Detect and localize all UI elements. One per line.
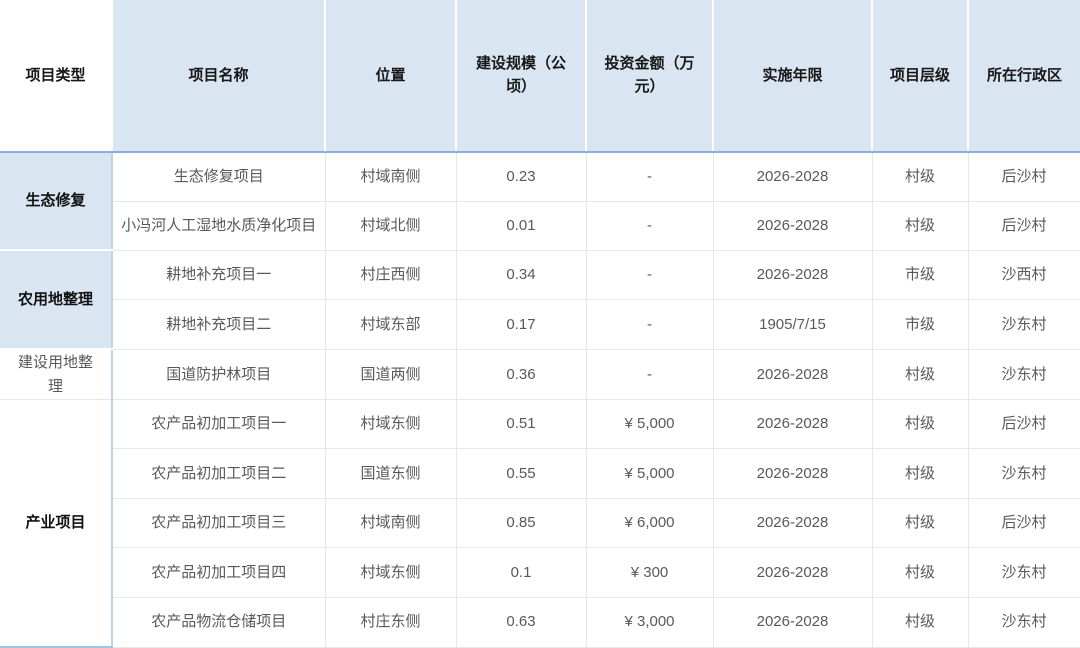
header-project-type: 项目类型 <box>0 0 113 153</box>
cell-project-name: 农产品初加工项目一 <box>111 398 326 450</box>
cell-years: 1905/7/15 <box>712 299 873 350</box>
cell-project-name: 生态修复项目 <box>111 151 326 202</box>
cell-level: 村级 <box>871 596 969 648</box>
cell-location: 国道东侧 <box>324 448 457 499</box>
cell-years: 2026-2028 <box>712 596 873 648</box>
cell-scale: 0.85 <box>455 497 587 549</box>
cell-years: 2026-2028 <box>712 398 873 450</box>
cell-level: 村级 <box>871 547 969 598</box>
row-group-label-farmland: 农用地整理 <box>0 250 113 351</box>
cell-location: 村域南侧 <box>324 151 457 202</box>
cell-project-name: 农产品初加工项目二 <box>111 448 326 499</box>
cell-scale: 0.36 <box>455 348 587 400</box>
cell-district: 沙西村 <box>967 249 1080 301</box>
cell-years: 2026-2028 <box>712 200 873 251</box>
cell-years: 2026-2028 <box>712 547 873 598</box>
cell-years: 2026-2028 <box>712 249 873 301</box>
cell-investment: - <box>585 249 714 301</box>
cell-location: 村域东部 <box>324 299 457 350</box>
cell-location: 村域南侧 <box>324 497 457 549</box>
header-years: 实施年限 <box>713 0 873 153</box>
cell-district: 沙东村 <box>967 596 1080 648</box>
cell-district: 后沙村 <box>967 398 1080 450</box>
cell-investment: ¥ 3,000 <box>585 596 714 648</box>
cell-level: 村级 <box>871 448 969 499</box>
cell-investment: ¥ 5,000 <box>585 398 714 450</box>
cell-project-name: 国道防护林项目 <box>111 348 326 400</box>
cell-location: 村庄西侧 <box>324 249 457 301</box>
cell-investment: - <box>585 151 714 202</box>
table-row: 生态修复 生态修复项目 村域南侧 0.23 - 2026-2028 村级 后沙村 <box>0 151 1080 252</box>
cell-location: 村庄东侧 <box>324 596 457 648</box>
cell-district: 后沙村 <box>967 497 1080 549</box>
cell-level: 村级 <box>871 151 969 202</box>
cell-investment: - <box>585 200 714 251</box>
row-group-label-ecology: 生态修复 <box>0 151 113 252</box>
cell-years: 2026-2028 <box>712 151 873 202</box>
cell-years: 2026-2028 <box>712 497 873 549</box>
cell-level: 市级 <box>871 249 969 301</box>
cell-district: 后沙村 <box>967 200 1080 251</box>
cell-investment: ¥ 300 <box>585 547 714 598</box>
cell-scale: 0.51 <box>455 398 587 450</box>
table-row: 农产品物流仓储项目 村庄东侧 0.63 ¥ 3,000 2026-2028 村级… <box>0 596 1080 648</box>
cell-scale: 0.17 <box>455 299 587 350</box>
cell-district: 沙东村 <box>967 348 1080 400</box>
table-row: 农用地整理 耕地补充项目一 村庄西侧 0.34 - 2026-2028 市级 沙… <box>0 249 1080 351</box>
cell-location: 村域北侧 <box>324 200 457 251</box>
table-row: 农产品初加工项目二 国道东侧 0.55 ¥ 5,000 2026-2028 村级… <box>0 448 1080 499</box>
cell-investment: ¥ 5,000 <box>585 448 714 499</box>
cell-scale: 0.63 <box>455 596 587 648</box>
cell-project-name: 耕地补充项目二 <box>111 299 326 350</box>
header-level: 项目层级 <box>872 0 969 153</box>
header-location: 位置 <box>325 0 457 153</box>
header-scale: 建设规模（公顷） <box>456 0 587 153</box>
cell-scale: 0.23 <box>455 151 587 202</box>
cell-level: 村级 <box>871 497 969 549</box>
cell-years: 2026-2028 <box>712 448 873 499</box>
header-investment: 投资金额（万元） <box>586 0 714 153</box>
header-row: 项目类型 项目名称 位置 建设规模（公顷） 投资金额（万元） 实施年限 项目层级… <box>0 0 1080 153</box>
cell-district: 沙东村 <box>967 547 1080 598</box>
cell-scale: 0.1 <box>455 547 587 598</box>
cell-project-name: 农产品初加工项目四 <box>111 547 326 598</box>
cell-level: 村级 <box>871 348 969 400</box>
cell-scale: 0.55 <box>455 448 587 499</box>
header-project-name: 项目名称 <box>112 0 326 153</box>
cell-project-name: 农产品物流仓储项目 <box>111 596 326 648</box>
header-district: 所在行政区 <box>968 0 1080 153</box>
table-row: 农产品初加工项目三 村域南侧 0.85 ¥ 6,000 2026-2028 村级… <box>0 497 1080 549</box>
cell-district: 沙东村 <box>967 448 1080 499</box>
cell-project-name: 农产品初加工项目三 <box>111 497 326 549</box>
cell-location: 国道两侧 <box>324 348 457 400</box>
cell-scale: 0.01 <box>455 200 587 251</box>
row-group-label-construction: 建设用地整理 <box>0 349 113 400</box>
cell-location: 村域东侧 <box>324 398 457 450</box>
table-row: 农产品初加工项目四 村域东侧 0.1 ¥ 300 2026-2028 村级 沙东… <box>0 547 1080 598</box>
cell-location: 村域东侧 <box>324 547 457 598</box>
cell-district: 后沙村 <box>967 151 1080 202</box>
cell-investment: - <box>585 348 714 400</box>
cell-level: 村级 <box>871 398 969 450</box>
table-row: 小冯河人工湿地水质净化项目 村域北侧 0.01 - 2026-2028 村级 后… <box>0 200 1080 251</box>
table-row: 建设用地整理 国道防护林项目 国道两侧 0.36 - 2026-2028 村级 … <box>0 348 1080 400</box>
cell-level: 市级 <box>871 299 969 350</box>
cell-years: 2026-2028 <box>712 348 873 400</box>
cell-project-name: 小冯河人工湿地水质净化项目 <box>111 200 326 251</box>
cell-district: 沙东村 <box>967 299 1080 350</box>
table-row: 耕地补充项目二 村域东部 0.17 - 1905/7/15 市级 沙东村 <box>0 299 1080 350</box>
cell-scale: 0.34 <box>455 249 587 301</box>
cell-investment: ¥ 6,000 <box>585 497 714 549</box>
row-group-label-industry: 产业项目 <box>0 399 113 648</box>
table-row: 产业项目 农产品初加工项目一 村域东侧 0.51 ¥ 5,000 2026-20… <box>0 398 1080 648</box>
cell-level: 村级 <box>871 200 969 251</box>
cell-investment: - <box>585 299 714 350</box>
cell-project-name: 耕地补充项目一 <box>111 249 326 301</box>
